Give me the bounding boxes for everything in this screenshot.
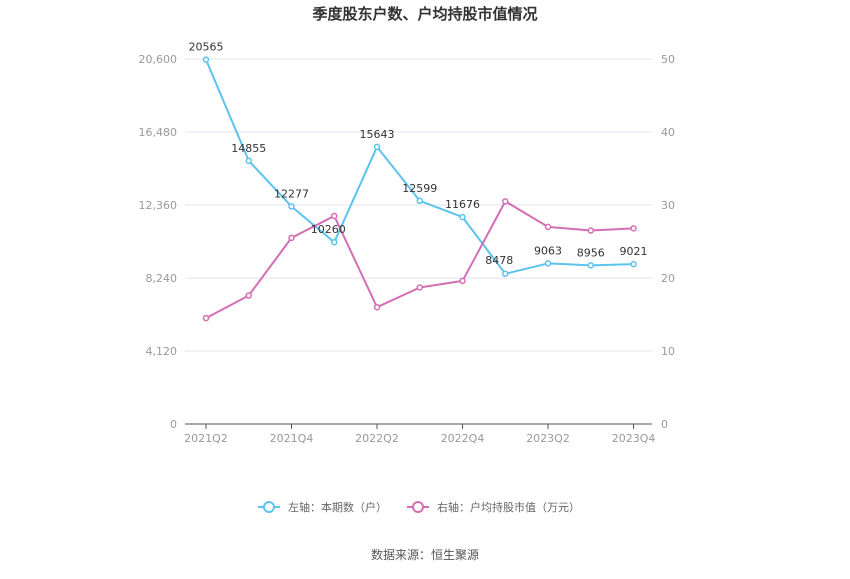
y-left-tick-label: 20,600 <box>139 53 178 66</box>
avg-value-point <box>373 303 381 311</box>
legend-item: 右轴：户均持股市值（万元） <box>407 500 580 514</box>
data-label-layer: 20565 14855 12277 10260 15643 12599 11676 8478 9… <box>189 41 648 267</box>
holders-point <box>245 157 253 165</box>
holders-point <box>502 270 509 278</box>
y-right-tick-label: 30 <box>661 199 675 212</box>
data-label: 11676 <box>445 198 480 211</box>
holders-point <box>331 238 338 246</box>
data-label: 15643 <box>360 128 395 141</box>
legend-marker <box>263 501 275 513</box>
y-right-tick-label: 0 <box>661 418 668 431</box>
holders-point <box>630 260 637 268</box>
data-label: 9063 <box>534 244 562 257</box>
x-tick-label: 2021Q4 <box>270 432 314 445</box>
data-label: 8478 <box>485 254 513 267</box>
avg-value-point <box>502 198 509 205</box>
legend-marker <box>412 501 424 513</box>
avg-value-point <box>202 314 210 322</box>
avg-value-line <box>205 200 634 320</box>
holders-point <box>459 213 466 221</box>
avg-value-point <box>416 284 424 291</box>
legend-label: 右轴：户均持股市值（万元） <box>437 500 580 514</box>
avg-value-point <box>544 223 552 231</box>
data-label: 12599 <box>402 182 437 195</box>
x-tick-label: 2022Q2 <box>355 432 399 445</box>
holders-point <box>373 143 381 151</box>
avg-value-point <box>331 212 338 220</box>
avg-value-point <box>288 234 295 242</box>
avg-value-point <box>630 225 637 232</box>
holders-point <box>288 203 295 210</box>
holders-point <box>416 197 424 205</box>
x-tick-label: 2023Q4 <box>612 432 656 445</box>
y-right-tick-label: 50 <box>661 53 675 66</box>
grid-layer <box>185 58 652 352</box>
source-note: 数据来源：恒生聚源 <box>371 547 479 562</box>
data-label: 8956 <box>577 246 605 259</box>
avg-value-point <box>587 227 595 234</box>
y-left-tick-label: 12,360 <box>139 199 178 212</box>
series-layer <box>202 56 637 322</box>
data-label: 12277 <box>274 187 309 200</box>
y-right-tick-label: 20 <box>661 272 675 285</box>
y-left-tick-label: 16,480 <box>139 126 178 139</box>
legend-item: 左轴：本期数（户） <box>258 500 387 514</box>
data-label: 20565 <box>189 41 224 54</box>
chart-title: 季度股东户数、户均持股市值情况 <box>312 5 537 23</box>
holders-point <box>587 262 595 269</box>
x-tick-label: 2021Q2 <box>184 432 228 445</box>
avg-value-point <box>245 292 253 299</box>
y-right-tick-label: 40 <box>661 126 675 139</box>
data-label: 9021 <box>620 245 648 258</box>
y-left-tick-label: 0 <box>170 418 177 431</box>
holders-line <box>205 59 634 275</box>
axis-layer: 0 0 4,120 10 8,240 20 12,360 30 16,480 40 20,600 50… <box>139 53 676 445</box>
holders-point <box>544 260 552 267</box>
y-left-tick-label: 8,240 <box>146 272 178 285</box>
x-tick-label: 2022Q4 <box>441 432 485 445</box>
data-label: 10260 <box>311 223 346 236</box>
holders-point <box>202 56 210 63</box>
legend-label: 左轴：本期数（户） <box>288 500 387 514</box>
y-right-tick-label: 10 <box>661 345 675 358</box>
y-left-tick-label: 4,120 <box>146 345 178 358</box>
data-label: 14855 <box>231 142 266 155</box>
x-tick-label: 2023Q2 <box>526 432 570 445</box>
avg-value-point <box>459 277 466 285</box>
legend: 左轴：本期数（户） 右轴：户均持股市值（万元） <box>258 500 580 514</box>
